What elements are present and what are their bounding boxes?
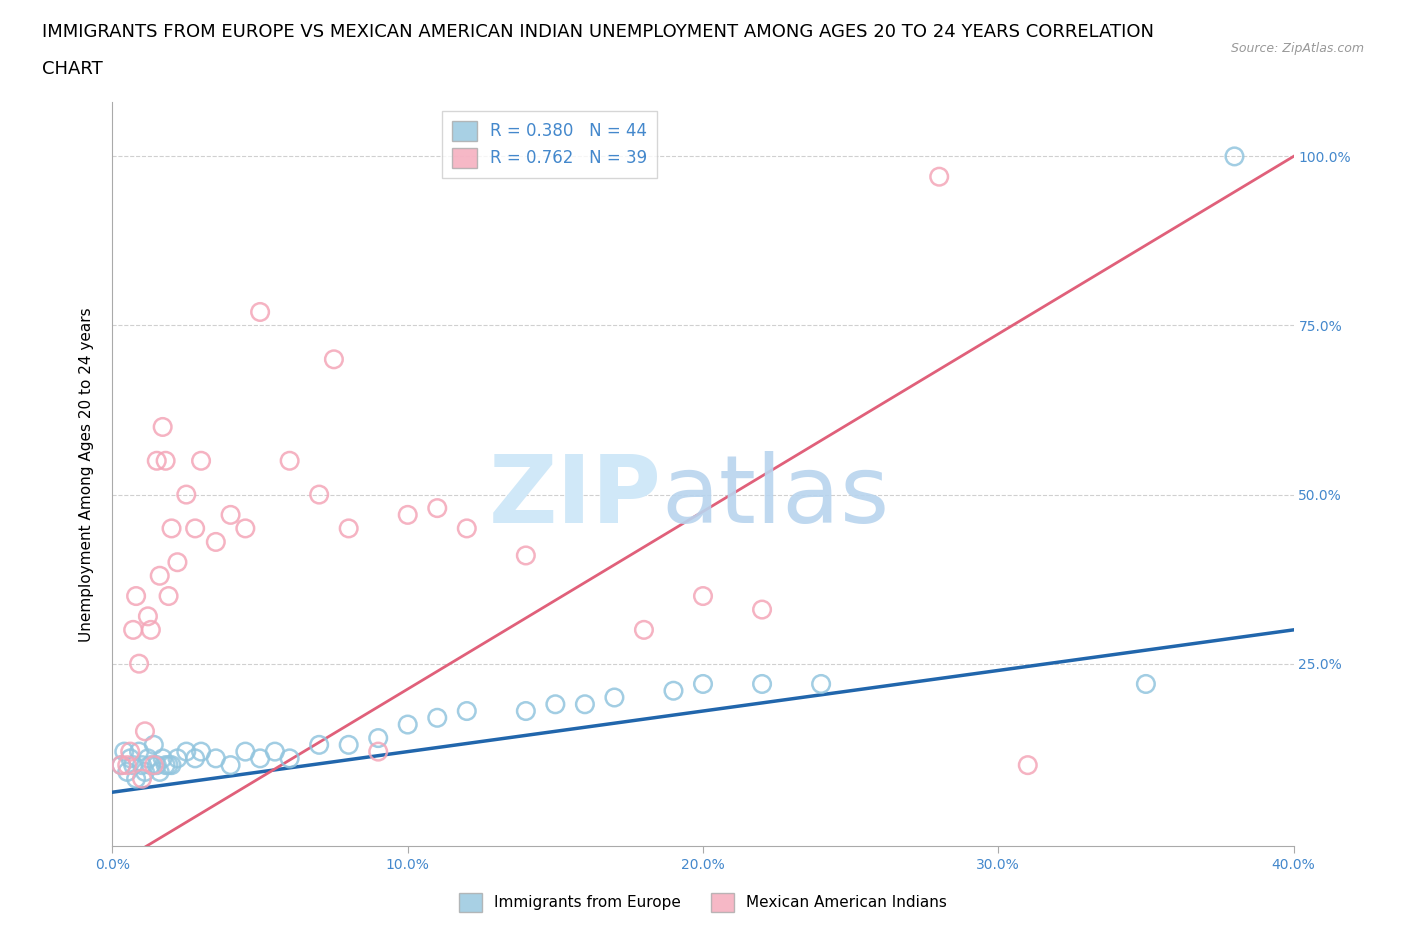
- Point: [603, 690, 626, 705]
- Point: [149, 568, 172, 583]
- Point: [160, 758, 183, 773]
- Text: Source: ZipAtlas.com: Source: ZipAtlas.com: [1230, 42, 1364, 55]
- Point: [308, 737, 330, 752]
- Point: [149, 764, 172, 779]
- Point: [139, 758, 162, 773]
- Text: IMMIGRANTS FROM EUROPE VS MEXICAN AMERICAN INDIAN UNEMPLOYMENT AMONG AGES 20 TO : IMMIGRANTS FROM EUROPE VS MEXICAN AMERIC…: [42, 23, 1154, 41]
- Point: [233, 521, 256, 536]
- Point: [134, 764, 156, 779]
- Point: [117, 758, 138, 773]
- Point: [128, 744, 150, 759]
- Point: [249, 751, 271, 765]
- Point: [1135, 676, 1157, 691]
- Point: [110, 758, 132, 773]
- Point: [278, 453, 301, 468]
- Point: [337, 737, 360, 752]
- Point: [367, 731, 389, 746]
- Point: [751, 602, 773, 617]
- Point: [574, 697, 596, 711]
- Point: [139, 622, 162, 637]
- Point: [323, 352, 346, 366]
- Point: [633, 622, 655, 637]
- Point: [233, 744, 256, 759]
- Point: [174, 744, 197, 759]
- Text: atlas: atlas: [662, 451, 890, 542]
- Point: [264, 744, 287, 759]
- Text: CHART: CHART: [42, 60, 103, 78]
- Point: [120, 744, 142, 759]
- Point: [125, 589, 148, 604]
- Point: [367, 744, 389, 759]
- Point: [146, 758, 169, 773]
- Point: [112, 744, 135, 759]
- Point: [134, 724, 156, 738]
- Point: [515, 548, 537, 563]
- Point: [928, 169, 950, 184]
- Point: [751, 676, 773, 691]
- Legend: Immigrants from Europe, Mexican American Indians: Immigrants from Europe, Mexican American…: [453, 887, 953, 918]
- Point: [174, 487, 197, 502]
- Point: [110, 758, 132, 773]
- Point: [155, 758, 177, 773]
- Legend: R = 0.380   N = 44, R = 0.762   N = 39: R = 0.380 N = 44, R = 0.762 N = 39: [441, 111, 657, 178]
- Point: [205, 535, 228, 550]
- Point: [152, 751, 174, 765]
- Point: [117, 764, 138, 779]
- Point: [131, 758, 153, 773]
- Point: [396, 717, 419, 732]
- Point: [1223, 149, 1246, 164]
- Point: [122, 758, 145, 773]
- Point: [131, 771, 153, 786]
- Point: [166, 751, 188, 765]
- Point: [157, 589, 180, 604]
- Point: [1017, 758, 1039, 773]
- Point: [692, 589, 714, 604]
- Point: [184, 521, 207, 536]
- Point: [128, 657, 150, 671]
- Point: [692, 676, 714, 691]
- Point: [166, 555, 188, 570]
- Point: [662, 684, 685, 698]
- Point: [810, 676, 832, 691]
- Point: [142, 737, 165, 752]
- Point: [426, 711, 449, 725]
- Point: [120, 751, 142, 765]
- Point: [278, 751, 301, 765]
- Point: [544, 697, 567, 711]
- Point: [396, 508, 419, 523]
- Point: [456, 704, 478, 719]
- Point: [219, 508, 242, 523]
- Point: [122, 622, 145, 637]
- Point: [184, 751, 207, 765]
- Point: [136, 751, 159, 765]
- Point: [125, 771, 148, 786]
- Point: [456, 521, 478, 536]
- Point: [142, 758, 165, 773]
- Point: [190, 453, 212, 468]
- Text: ZIP: ZIP: [489, 451, 662, 542]
- Point: [205, 751, 228, 765]
- Point: [136, 609, 159, 624]
- Point: [337, 521, 360, 536]
- Point: [219, 758, 242, 773]
- Point: [249, 304, 271, 319]
- Point: [160, 521, 183, 536]
- Point: [515, 704, 537, 719]
- Point: [190, 744, 212, 759]
- Point: [152, 419, 174, 434]
- Point: [426, 500, 449, 515]
- Y-axis label: Unemployment Among Ages 20 to 24 years: Unemployment Among Ages 20 to 24 years: [79, 307, 94, 642]
- Point: [155, 453, 177, 468]
- Point: [146, 453, 169, 468]
- Point: [308, 487, 330, 502]
- Point: [157, 758, 180, 773]
